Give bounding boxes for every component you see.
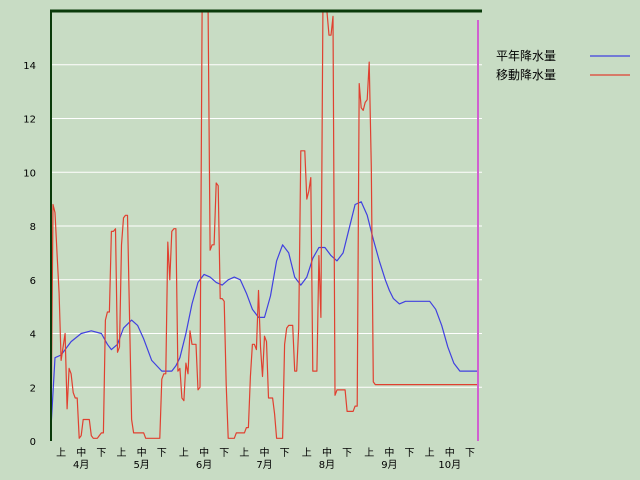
x-tick-labels: 上中下上中下上中下上中下上中下上中下上中下4月 5月 6月 7月 8月 9月 10月	[56, 446, 475, 471]
x-decade-label-20: 下	[465, 448, 475, 459]
series-line-0	[50, 201, 478, 428]
y-tick-label-1: 2	[30, 383, 36, 394]
x-decade-label-10: 中	[260, 446, 270, 459]
x-decade-label-9: 上	[239, 447, 249, 459]
x-decade-label-13: 中	[322, 446, 332, 459]
y-tick-label-5: 10	[23, 168, 36, 179]
x-decade-label-19: 中	[445, 446, 455, 459]
x-decade-label-14: 下	[342, 448, 352, 459]
y-tick-labels: 0 2 4 6 8 10 12 14	[23, 61, 36, 448]
x-month-label-3: 7月	[256, 459, 272, 471]
x-month-label-1: 5月	[133, 459, 149, 471]
y-tick-label-4: 8	[30, 222, 36, 233]
y-tick-label-2: 4	[30, 330, 36, 341]
y-tick-label-3: 6	[30, 276, 36, 287]
x-decade-label-6: 上	[179, 447, 189, 459]
x-month-label-2: 6月	[196, 459, 212, 471]
x-decade-label-2: 下	[96, 448, 106, 459]
x-decade-label-4: 中	[137, 446, 147, 459]
legend-label-0: 平年降水量	[496, 49, 556, 63]
x-decade-label-5: 下	[157, 448, 167, 459]
x-decade-label-1: 中	[76, 446, 86, 459]
series-lines	[50, 10, 478, 439]
x-decade-label-16: 中	[384, 446, 394, 459]
x-month-label-5: 9月	[381, 459, 397, 471]
y-tick-label-0: 0	[30, 437, 36, 448]
y-tick-label-7: 14	[23, 61, 36, 72]
y-tick-label-6: 12	[23, 115, 36, 126]
x-decade-label-8: 下	[219, 448, 229, 459]
x-month-label-6: 10月	[438, 459, 461, 471]
x-decade-label-3: 上	[116, 447, 126, 459]
series-line-1	[50, 10, 478, 439]
x-decade-label-12: 上	[302, 447, 312, 459]
x-decade-label-11: 下	[280, 448, 290, 459]
x-month-label-4: 8月	[319, 459, 335, 471]
legend-label-1: 移動降水量	[496, 68, 556, 82]
x-month-label-0: 4月	[73, 459, 89, 471]
x-decade-label-7: 中	[199, 446, 209, 459]
x-decade-label-18: 上	[425, 447, 435, 459]
x-decade-label-17: 下	[405, 448, 415, 459]
x-decade-label-15: 上	[364, 447, 374, 459]
x-decade-label-0: 上	[56, 447, 66, 459]
